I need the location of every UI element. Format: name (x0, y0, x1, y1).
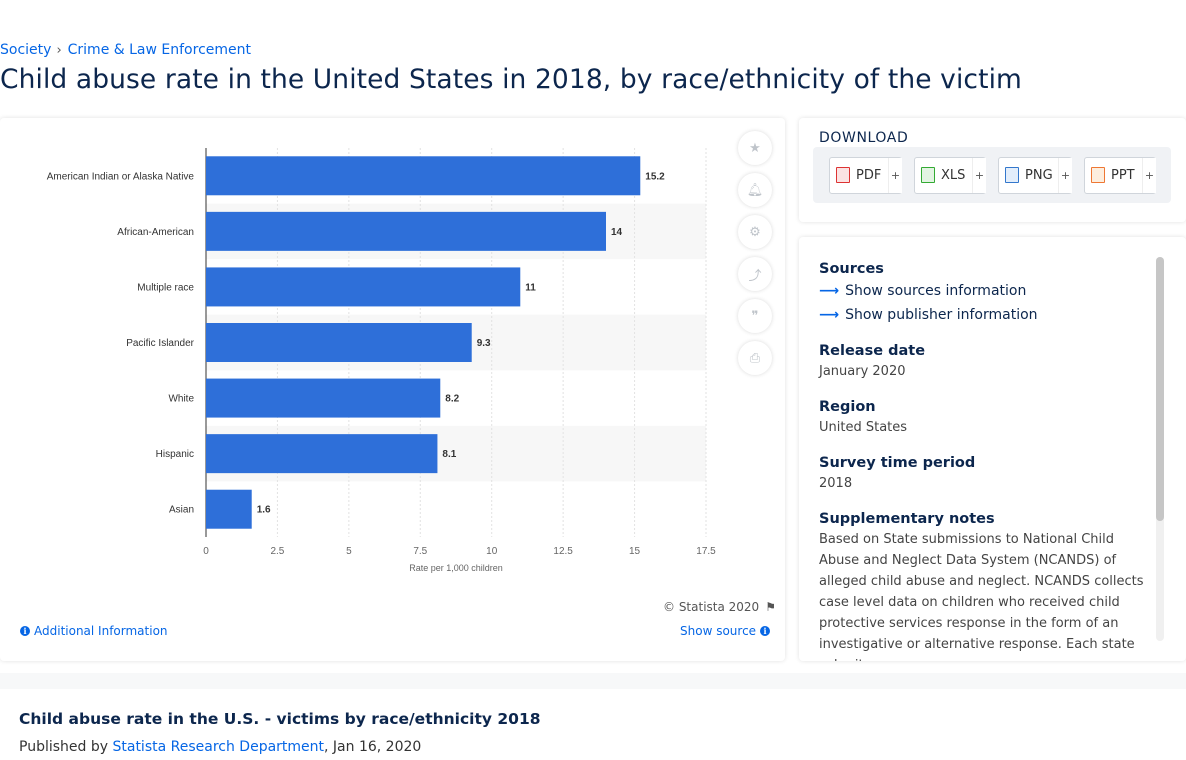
details-scrollbar[interactable] (1156, 257, 1164, 641)
gear-icon[interactable]: ⚙ (738, 215, 772, 249)
xls-label: XLS (941, 167, 966, 183)
page-title: Child abuse rate in the United States in… (0, 64, 1022, 95)
bar (206, 211, 606, 251)
bar (206, 489, 252, 529)
tick-label: 12.5 (553, 546, 573, 557)
survey-period-value: 2018 (819, 476, 853, 491)
data-label: 8.2 (445, 394, 459, 405)
bell-icon[interactable]: 🔔︎ (738, 173, 772, 207)
survey-period-heading: Survey time period (819, 455, 976, 471)
category-label: African-American (117, 227, 194, 238)
star-icon[interactable]: ★ (738, 131, 772, 165)
publisher-link[interactable]: Statista Research Department (112, 739, 325, 755)
png-file-icon (1005, 167, 1019, 183)
download-ppt-button[interactable]: PPT + (1084, 156, 1156, 194)
details-panel: Sources ⟶ Show sources information ⟶ Sho… (819, 259, 1149, 661)
show-sources-label: Show sources information (845, 283, 1027, 299)
pdf-label: PDF (856, 167, 882, 183)
chart-tools: ★ 🔔︎ ⚙ ⤴ ❞ ⎙ (738, 131, 772, 375)
tick-label: 2.5 (270, 546, 284, 557)
supplementary-notes-text: Based on State submissions to National C… (819, 532, 1144, 661)
supplementary-notes-heading: Supplementary notes (819, 511, 995, 527)
show-source-label: Show source (680, 624, 757, 638)
png-plus[interactable]: + (1058, 157, 1072, 193)
published-prefix: Published by (19, 739, 113, 755)
chevron-right-icon: › (56, 42, 62, 58)
tick-label: 7.5 (413, 546, 427, 557)
tick-label: 15 (629, 546, 641, 557)
download-card: DOWNLOAD PDF + XLS + PNG + PPT + (799, 118, 1186, 222)
additional-information-link[interactable]: i Additional Information (20, 624, 168, 638)
data-label: 14 (611, 227, 623, 238)
bar (206, 323, 472, 362)
breadcrumb: Society › Crime & Law Enforcement (0, 42, 251, 58)
xls-plus[interactable]: + (972, 157, 986, 193)
tick-label: 5 (346, 546, 352, 557)
info-icon: i (760, 626, 771, 636)
category-label: White (168, 394, 194, 405)
category-label: Multiple race (137, 282, 194, 293)
show-publisher-label: Show publisher information (845, 307, 1038, 323)
data-label: 11 (525, 282, 536, 293)
ppt-plus[interactable]: + (1142, 157, 1156, 193)
download-pdf-button[interactable]: PDF + (829, 156, 902, 194)
details-card: Sources ⟶ Show sources information ⟶ Sho… (799, 237, 1186, 661)
bar (206, 156, 641, 196)
quote-icon[interactable]: ❞ (738, 299, 772, 333)
additional-information-label: Additional Information (34, 624, 168, 638)
data-label: 8.1 (442, 449, 456, 460)
footer-title: Child abuse rate in the U.S. - victims b… (19, 710, 541, 728)
release-date-value: January 2020 (819, 364, 906, 379)
published-date: , Jan 16, 2020 (324, 739, 422, 755)
breadcrumb-crime[interactable]: Crime & Law Enforcement (67, 42, 251, 58)
download-buttons: PDF + XLS + PNG + PPT + (813, 147, 1171, 203)
tick-label: 0 (203, 546, 209, 557)
info-icon: i (20, 626, 30, 636)
bar (206, 434, 438, 474)
category-label: Asian (169, 505, 194, 516)
tick-label: 17.5 (696, 546, 716, 557)
tick-label: 10 (486, 546, 498, 557)
flag-icon[interactable]: ⚑ (765, 600, 776, 614)
show-sources-link[interactable]: ⟶ Show sources information (819, 279, 1149, 303)
region-value: United States (819, 420, 908, 435)
pdf-plus[interactable]: + (888, 157, 902, 193)
category-label: Pacific Islander (126, 338, 194, 349)
published-by: Published by Statista Research Departmen… (19, 739, 421, 755)
share-icon[interactable]: ⤴ (738, 257, 772, 291)
arrow-right-icon: ⟶ (819, 283, 840, 299)
bar (206, 267, 521, 307)
xls-file-icon (921, 167, 935, 183)
data-label: 15.2 (645, 171, 665, 182)
png-label: PNG (1025, 167, 1053, 183)
show-source-link[interactable]: Show source i (680, 624, 771, 638)
show-publisher-link[interactable]: ⟶ Show publisher information (819, 303, 1149, 327)
sources-heading: Sources (819, 261, 884, 277)
bar (206, 378, 441, 418)
arrow-right-icon: ⟶ (819, 307, 840, 323)
chart-card: American Indian or Alaska Native 15.2 Afri… (0, 118, 785, 661)
region-heading: Region (819, 399, 876, 415)
data-label: 1.6 (257, 505, 271, 516)
category-label: Hispanic (156, 449, 194, 460)
bar-chart: American Indian or Alaska Native 15.2 Afri… (47, 148, 716, 573)
copyright: © Statista 2020 ⚑ (663, 600, 776, 614)
download-png-button[interactable]: PNG + (998, 156, 1072, 194)
print-icon[interactable]: ⎙ (738, 341, 772, 375)
scrollbar-thumb[interactable] (1156, 257, 1164, 521)
ppt-label: PPT (1111, 167, 1135, 183)
pdf-file-icon (836, 167, 850, 183)
download-title: DOWNLOAD (819, 130, 909, 146)
data-label: 9.3 (477, 338, 491, 349)
category-label: American Indian or Alaska Native (47, 171, 195, 182)
release-date-heading: Release date (819, 343, 926, 359)
breadcrumb-society[interactable]: Society (0, 42, 52, 58)
download-xls-button[interactable]: XLS + (914, 156, 986, 194)
x-axis-title: Rate per 1,000 children (409, 563, 503, 573)
copyright-text: © Statista 2020 (663, 600, 760, 614)
section-divider (0, 673, 1186, 689)
ppt-file-icon (1091, 167, 1105, 183)
